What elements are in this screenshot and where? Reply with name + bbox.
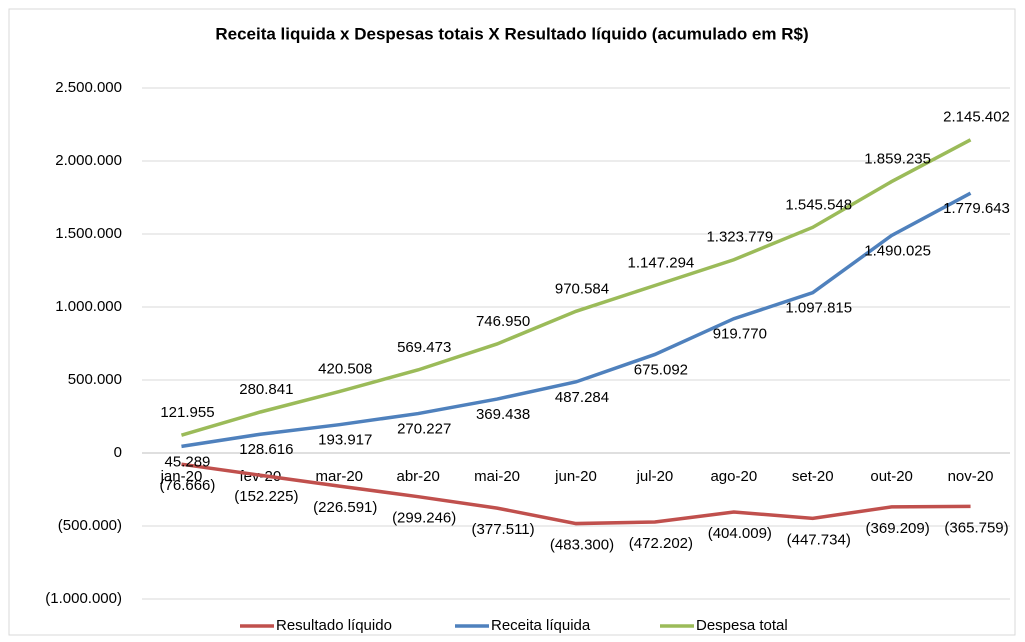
x-tick-label: set-20	[792, 468, 834, 485]
y-tick-label: 0	[114, 444, 122, 461]
data-label: (365.759)	[944, 519, 1008, 536]
data-label: 569.473	[397, 339, 451, 356]
data-label: (299.246)	[392, 510, 456, 527]
chart-border	[8, 8, 1016, 636]
x-tick-label: mar-20	[316, 468, 364, 485]
series-line	[181, 191, 972, 449]
data-label: 193.917	[318, 432, 372, 449]
data-label: 1.859.235	[864, 151, 931, 168]
x-tick-label: abr-20	[397, 468, 440, 485]
data-label: (76.666)	[160, 477, 216, 494]
series-line	[180, 138, 972, 437]
y-tick-label: 500.000	[68, 371, 122, 388]
chart-title: Receita liquida x Despesas totais X Resu…	[215, 24, 808, 43]
data-label: 970.584	[555, 280, 609, 297]
data-label: 280.841	[239, 381, 293, 398]
y-tick-label: 1.000.000	[55, 298, 122, 315]
y-tick-label: (1.000.000)	[45, 590, 122, 607]
data-label: 1.545.548	[785, 196, 852, 213]
data-label: 369.438	[476, 406, 530, 423]
data-label: (483.300)	[550, 537, 614, 554]
data-label: 1.490.025	[864, 242, 931, 259]
y-tick-label: (500.000)	[58, 517, 122, 534]
data-label: 45.289	[165, 453, 211, 470]
x-tick-label: mai-20	[474, 468, 520, 485]
data-label: (447.734)	[787, 531, 851, 548]
x-tick-label: jul-20	[636, 468, 674, 485]
data-label: 487.284	[555, 389, 609, 406]
legend-label: Resultado líquido	[276, 617, 392, 634]
data-label: (472.202)	[629, 535, 693, 552]
x-tick-label: ago-20	[710, 468, 757, 485]
y-tick-label: 2.000.000	[55, 152, 122, 169]
data-label: (226.591)	[313, 499, 377, 516]
data-label: 919.770	[713, 326, 767, 343]
data-label: 420.508	[318, 361, 372, 378]
legend-label: Despesa total	[696, 617, 788, 634]
data-label: 1.779.643	[943, 200, 1010, 217]
legend-label: Receita líquida	[491, 617, 591, 634]
data-label: 121.955	[160, 404, 214, 421]
data-label: (404.009)	[708, 525, 772, 542]
data-label: 1.097.815	[785, 300, 852, 317]
data-label: 1.323.779	[706, 229, 773, 246]
data-label: 128.616	[239, 441, 293, 458]
x-tick-label: jun-20	[554, 468, 597, 485]
data-label: (377.511)	[472, 521, 535, 538]
data-label: (369.209)	[866, 520, 930, 537]
data-label: 2.145.402	[943, 109, 1010, 126]
series-line	[181, 462, 971, 526]
y-tick-label: 1.500.000	[55, 225, 122, 242]
data-label: 1.147.294	[628, 254, 695, 271]
data-label: 270.227	[397, 421, 451, 438]
x-tick-label: out-20	[870, 468, 913, 485]
x-tick-label: nov-20	[948, 468, 994, 485]
data-label: 675.092	[634, 361, 688, 378]
data-label: 746.950	[476, 313, 530, 330]
x-tick-label: jan-20	[160, 468, 203, 485]
y-tick-label: 2.500.000	[55, 79, 122, 96]
data-label: (152.225)	[234, 488, 298, 505]
